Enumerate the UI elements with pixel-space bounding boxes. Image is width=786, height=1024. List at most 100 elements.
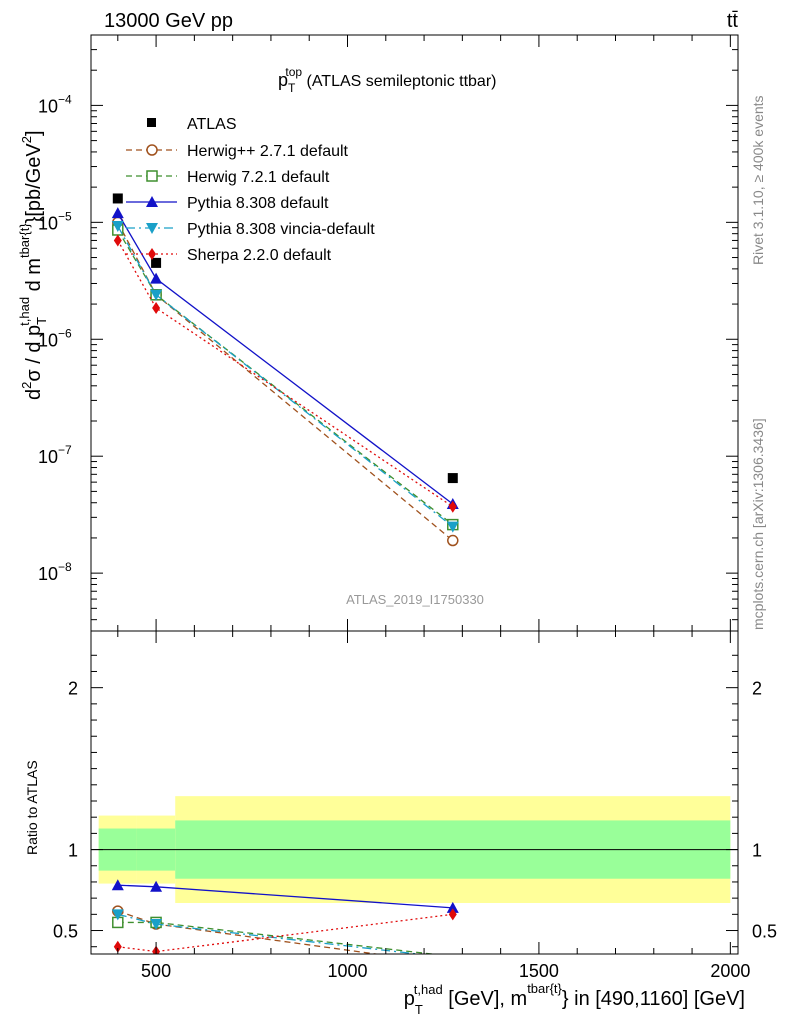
ratio-point-sherpa-2-2-0-default <box>113 940 122 953</box>
y-tick-label: 10−5 <box>38 209 72 233</box>
data-point-atlas <box>447 473 458 484</box>
y-title-sigma: σ / d p <box>23 325 45 382</box>
ratio-tick-label-left: 2 <box>68 679 78 699</box>
legend-marker-atlas <box>147 118 156 127</box>
ratio-point-pythia-8-308-vincia-default <box>111 909 124 921</box>
mcplots-label: mcplots.cern.ch [arXiv:1306.3436] <box>750 418 766 630</box>
y-title-sup3: tbar{t} <box>17 223 32 258</box>
ratio-line-herwig-2-7-1-default <box>117 910 381 954</box>
y-tick-label: 10−7 <box>38 443 72 467</box>
title-rest: (ATLAS semileptonic ttbar) <box>302 73 496 90</box>
y-tick-base: 10 <box>38 96 58 116</box>
y-tick-label: 10−8 <box>38 560 72 584</box>
ratio-point-pythia-8-308-default <box>446 901 459 913</box>
series-point-pythia-8-308-vincia-default <box>446 521 459 533</box>
legend-label-pythia-8-308-vincia-default: Pythia 8.308 vincia-default <box>187 221 375 238</box>
legend-label-atlas: ATLAS <box>187 116 237 133</box>
series-line-sherpa-2-2-0-default <box>117 240 454 508</box>
y-title-units: }[pb/GeV <box>23 143 45 224</box>
y-title-sup4: 2 <box>19 136 34 143</box>
y-title-end: ] <box>23 130 45 136</box>
title-sup: top <box>285 65 302 79</box>
y-tick-label: 10−4 <box>38 92 72 116</box>
y-title-dm: d m <box>23 258 45 297</box>
ratio-line-herwig-7-2-1-default <box>117 921 438 954</box>
x-tick-label: 500 <box>141 961 171 981</box>
y-title-sup1: 2 <box>19 382 34 389</box>
main-axis-ticks <box>91 34 738 631</box>
main-y-tick-labels: 10−410−510−610−710−8 <box>38 92 72 584</box>
y-tick-base: 10 <box>38 447 58 467</box>
legend-label-pythia-8-308-default: Pythia 8.308 default <box>187 195 329 212</box>
x-tick-labels: 500 1000 1500 2000 <box>141 961 750 981</box>
legend-marker-herwig-7-2-1-default <box>146 170 158 182</box>
legend-label-sherpa-2-2-0-default: Sherpa 2.2.0 default <box>187 247 332 264</box>
series-line-herwig-2-7-1-default <box>117 222 454 542</box>
y-tick-base: 10 <box>38 330 58 350</box>
series-point-herwig-2-7-1-default <box>447 534 459 547</box>
ratio-point-pythia-8-308-vincia-default <box>150 919 163 931</box>
y-tick-exp: −7 <box>58 443 72 457</box>
series-point-sherpa-2-2-0-default <box>448 500 457 513</box>
main-panel: 10−410−510−610−710−8 pTtop (ATLAS semile… <box>17 34 739 632</box>
series-point-pythia-8-308-default <box>111 207 124 219</box>
y-tick-exp: −4 <box>58 92 72 106</box>
plot-title: pTtop (ATLAS semileptonic ttbar) <box>278 65 496 95</box>
y-title-sup2: t,had <box>17 297 32 326</box>
ratio-plot-frame <box>90 630 739 955</box>
title-p: p <box>278 70 288 90</box>
ratio-tick-label-right: 2 <box>752 679 762 699</box>
y-tick-exp: −5 <box>58 209 72 223</box>
ratio-axis-ticks <box>91 631 738 954</box>
data-point-atlas <box>151 257 162 268</box>
x-tick-label: 2000 <box>710 961 750 981</box>
x-tick-label: 1500 <box>519 961 559 981</box>
legend-marker-herwig-2-7-1-default <box>146 144 158 156</box>
y-axis-title: d2σ / d pTt,had d mtbar{t}}[pb/GeV2] <box>17 130 49 400</box>
ratio-tick-label-left: 1 <box>68 841 78 861</box>
data-point-atlas <box>112 193 123 204</box>
ratio-line-sherpa-2-2-0-default <box>117 913 453 953</box>
x-title-rest: } in [490,1160] [GeV] <box>562 988 745 1010</box>
x-title-sup: t,had <box>414 982 443 997</box>
y-tick-exp: −6 <box>58 326 72 340</box>
y-title-d: d <box>23 389 45 400</box>
x-tick-label: 1000 <box>327 961 367 981</box>
analysis-tag: ATLAS_2019_I1750330 <box>346 592 484 607</box>
series-point-pythia-8-308-vincia-default <box>111 221 124 233</box>
y-tick-base: 10 <box>38 564 58 584</box>
ratio-point-sherpa-2-2-0-default <box>448 908 457 921</box>
y-tick-exp: −8 <box>58 560 72 574</box>
ratio-point-pythia-8-308-default <box>111 879 124 891</box>
y-title-sub2: T <box>34 317 49 325</box>
legend-label-herwig-2-7-1-default: Herwig++ 2.7.1 default <box>187 143 349 160</box>
legend-label-herwig-7-2-1-default: Herwig 7.2.1 default <box>187 169 330 186</box>
x-title-mid: [GeV], m <box>443 988 527 1010</box>
legend-marker-sherpa-2-2-0-default <box>148 248 156 260</box>
x-axis-title: pTt,had [GeV], mtbar{t}} in [490,1160] [… <box>404 981 745 1017</box>
legend: ATLAS Herwig++ 2.7.1 default Herwig 7.2.1… <box>126 116 375 264</box>
x-title-sub: T <box>415 1002 423 1017</box>
ratio-panel: 0.5 0.5 1 1 2 2 Ratio to ATLAS <box>24 630 777 955</box>
ratio-series-group <box>111 879 459 954</box>
x-title-sup2: tbar{t} <box>527 981 562 996</box>
legend-marker-pythia-8-308-vincia-default <box>146 223 158 234</box>
energy-label: 13000 GeV pp <box>104 10 233 32</box>
ratio-tick-labels: 0.5 0.5 1 1 2 2 <box>53 679 777 942</box>
atlas-data-points <box>112 193 458 484</box>
rivet-label: Rivet 3.1.10, ≥ 400k events <box>750 95 766 265</box>
series-point-pythia-8-308-vincia-default <box>150 289 163 301</box>
series-point-pythia-8-308-default <box>150 272 163 284</box>
ratio-point-pythia-8-308-default <box>150 880 163 892</box>
ratio-tick-label-right: 1 <box>752 841 762 861</box>
y-tick-label: 10−6 <box>38 326 72 350</box>
series-point-sherpa-2-2-0-default <box>152 302 161 315</box>
ratio-y-title: Ratio to ATLAS <box>24 760 40 855</box>
series-point-sherpa-2-2-0-default <box>113 234 122 247</box>
ratio-tick-label-right: 0.5 <box>752 922 777 942</box>
ratio-tick-label-left: 0.5 <box>53 922 78 942</box>
process-label: tt̄ <box>727 10 739 32</box>
main-series-group <box>111 207 459 547</box>
y-tick-base: 10 <box>38 213 58 233</box>
